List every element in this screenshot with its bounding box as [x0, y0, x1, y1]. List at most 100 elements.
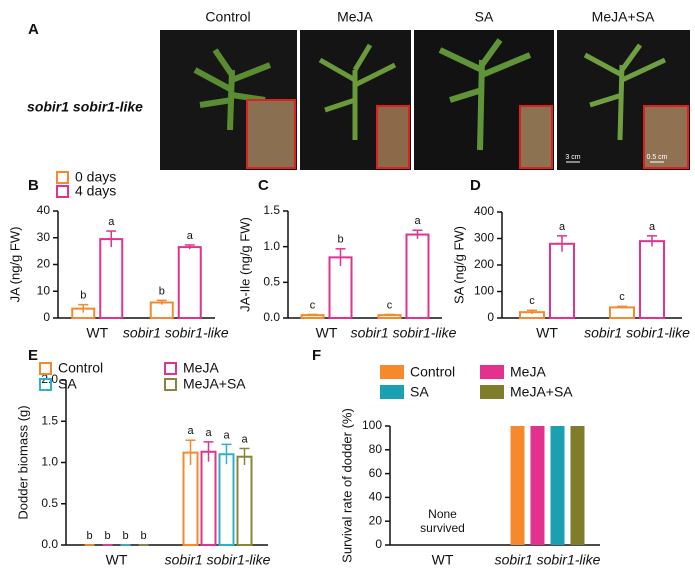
legend-swatch [39, 378, 52, 391]
y-tick-label: 1.0 [263, 239, 280, 253]
photo-label: Control [205, 9, 250, 25]
plant [438, 38, 532, 151]
x-tick-label: WT [536, 325, 558, 341]
y-tick-label: 0.5 [263, 275, 280, 289]
significance-letter: a [108, 216, 115, 228]
y-axis-label: Dodder biomass (g) [15, 405, 30, 519]
x-tick-label: WT [432, 552, 454, 568]
y-tick-label: 10 [37, 283, 51, 297]
x-tick-label: sobir1 sobir1-like [165, 552, 271, 568]
legend-swatch [164, 362, 177, 375]
legend-label: 0 days [75, 169, 116, 185]
bar [550, 426, 565, 545]
legend-swatch [56, 171, 69, 184]
bar [570, 426, 585, 545]
significance-letter: a [187, 425, 194, 437]
significance-letter: a [414, 215, 421, 227]
bar [99, 238, 124, 319]
panel-letter: A [28, 21, 39, 38]
panel-letter: C [258, 177, 269, 194]
photos: 3 cm 0.5 cm [160, 30, 690, 170]
y-tick-label: 1.5 [263, 203, 280, 217]
plant [583, 43, 667, 141]
bar [405, 233, 430, 319]
y-tick-label: 80 [369, 442, 383, 456]
panel-letter: D [470, 177, 481, 194]
y-axis-label: JA-Ile (ng/g FW) [237, 217, 252, 312]
legend-label: MeJA+SA [183, 376, 246, 392]
significance-letter: b [337, 234, 343, 246]
y-axis-label: Survival rate of dodder (%) [339, 408, 354, 563]
scale-label: 3 cm [565, 154, 580, 161]
legend-label: 4 days [75, 183, 116, 199]
scale-label: 0.5 cm [646, 154, 667, 161]
plant [318, 43, 397, 140]
annotation: survived [420, 521, 465, 535]
y-tick-label: 0 [43, 310, 50, 324]
significance-letter: b [159, 285, 165, 297]
annotation: None [428, 507, 457, 521]
bar [236, 455, 253, 547]
bar [549, 242, 575, 319]
y-tick-label: 60 [369, 466, 383, 480]
bar [182, 451, 199, 547]
photo-label: MeJA+SA [592, 9, 655, 25]
inset [376, 105, 410, 169]
plant [193, 48, 272, 131]
legend-swatch [164, 378, 177, 391]
bar [149, 301, 174, 319]
y-tick-label: 1.0 [41, 455, 58, 469]
y-tick-label: 100 [474, 284, 494, 298]
y-tick-label: 0.0 [263, 310, 280, 324]
significance-letter: a [223, 429, 230, 441]
legend-swatch [380, 365, 404, 379]
bar [609, 306, 635, 319]
y-tick-label: 100 [362, 418, 382, 432]
y-axis-label: JA (ng/g FW) [7, 227, 22, 303]
significance-letter: b [122, 530, 128, 542]
inset [519, 105, 553, 169]
bar [177, 246, 202, 319]
genotype-label: sobir1 sobir1-like [27, 99, 143, 115]
x-tick-label: sobir1 sobir1-like [123, 325, 229, 341]
significance-letter: c [387, 299, 393, 311]
significance-letter: b [86, 530, 92, 542]
legend-swatch [380, 385, 404, 399]
bar [218, 453, 235, 546]
significance-letter: c [310, 299, 316, 311]
legend-label: Control [410, 364, 455, 380]
bar [510, 426, 525, 545]
bar [639, 240, 665, 319]
significance-letter: a [187, 230, 194, 242]
legend-label: MeJA+SA [510, 384, 573, 400]
panel-letter: F [312, 347, 321, 364]
panel-letter: B [28, 177, 39, 194]
significance-letter: c [619, 291, 625, 303]
y-tick-label: 0 [375, 537, 382, 551]
significance-letter: a [241, 433, 248, 445]
x-tick-label: WT [106, 552, 128, 568]
significance-letter: a [205, 427, 212, 439]
bar [530, 426, 545, 545]
y-tick-label: 0.0 [41, 537, 58, 551]
photo-label: SA [475, 9, 494, 25]
x-tick-label: WT [86, 325, 108, 341]
y-tick-label: 400 [474, 204, 494, 218]
legend-swatch [480, 385, 504, 399]
y-tick-label: 20 [37, 257, 51, 271]
legend-label: SA [410, 384, 429, 400]
significance-letter: c [529, 295, 535, 307]
inset [643, 105, 689, 169]
y-tick-label: 1.5 [41, 413, 58, 427]
x-tick-label: sobir1 sobir1-like [495, 552, 601, 568]
inset [246, 99, 296, 169]
bar [200, 450, 217, 546]
y-tick-label: 40 [369, 490, 383, 504]
y-tick-label: 30 [37, 230, 51, 244]
y-tick-label: 20 [369, 513, 383, 527]
legend-swatch [39, 362, 52, 375]
bar [328, 256, 353, 320]
y-tick-label: 200 [474, 257, 494, 271]
legend-swatch [480, 365, 504, 379]
significance-letter: b [80, 290, 86, 302]
